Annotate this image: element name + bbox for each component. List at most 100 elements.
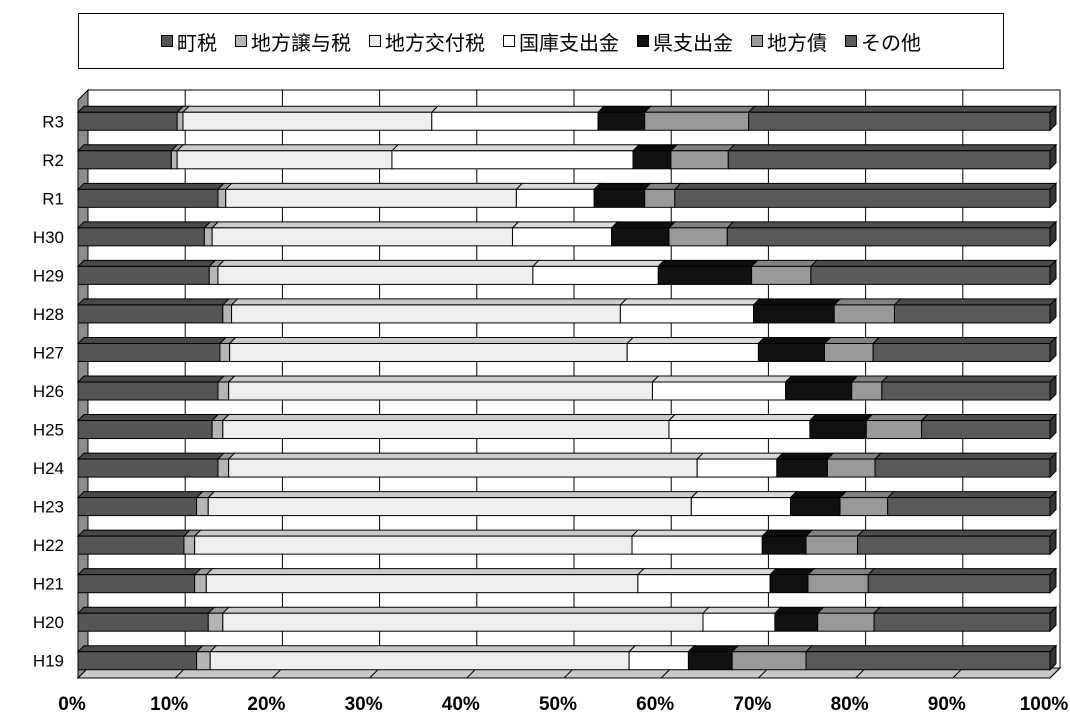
bar-front xyxy=(77,265,210,285)
bar-front xyxy=(217,265,534,285)
bar-front xyxy=(611,227,670,247)
legend-label: 町税 xyxy=(177,30,217,55)
bar-front xyxy=(805,535,859,555)
bar-segment xyxy=(757,336,832,362)
bar-top xyxy=(76,105,185,113)
bar-segment xyxy=(643,182,683,208)
bar-segment xyxy=(227,375,660,401)
bar-front xyxy=(77,150,172,170)
bar-top xyxy=(76,414,220,422)
legend-swatch xyxy=(845,35,857,47)
bar-front xyxy=(833,304,895,324)
bar-segment xyxy=(175,144,400,170)
bar-top xyxy=(592,182,652,190)
legend-label: 県支出金 xyxy=(653,30,733,55)
bar-top xyxy=(657,259,759,267)
bar-segment xyxy=(76,182,226,208)
bar-front xyxy=(77,420,213,440)
bar-row xyxy=(76,374,1058,402)
bar-segment xyxy=(727,143,1058,171)
bar-segment xyxy=(673,182,1058,209)
bar-segment xyxy=(76,491,204,517)
bar-top xyxy=(430,105,606,113)
bar-segment xyxy=(690,491,798,517)
bar-front xyxy=(674,188,1051,208)
bar-front xyxy=(203,227,213,247)
bar-end xyxy=(1049,490,1057,517)
x-tick-label: 40% xyxy=(442,694,480,715)
bar-segment xyxy=(76,221,212,247)
category-label: H24 xyxy=(33,459,64,478)
category-label: R3 xyxy=(42,112,64,131)
bar-front xyxy=(77,535,185,555)
bar-top xyxy=(880,375,1058,383)
bar-front xyxy=(77,651,198,671)
bar-segment xyxy=(221,606,711,632)
bar-top xyxy=(865,414,929,422)
bar-top xyxy=(230,298,628,306)
bar-segment xyxy=(886,490,1058,517)
legend-swatch xyxy=(369,35,381,47)
bar-segment xyxy=(643,105,756,131)
bar-row xyxy=(76,105,1058,132)
bar-front xyxy=(632,150,672,170)
category-label: H20 xyxy=(33,613,64,632)
bar-top xyxy=(76,606,216,614)
bar-segment xyxy=(216,182,233,208)
bar-top xyxy=(816,606,882,614)
legend-label: 国庫支出金 xyxy=(519,30,619,55)
bar-segment xyxy=(430,105,606,131)
x-tick-label: 30% xyxy=(345,694,383,715)
bar-segment xyxy=(636,568,778,594)
bar-segment xyxy=(865,414,929,440)
category-label: R2 xyxy=(42,151,64,170)
bar-front xyxy=(887,497,1051,517)
bar-front xyxy=(196,651,211,671)
bar-front xyxy=(77,304,224,324)
bar-front xyxy=(183,535,196,555)
bar-top xyxy=(893,298,1058,306)
bar-front xyxy=(391,150,634,170)
x-tick-label: 80% xyxy=(831,694,869,715)
bar-front xyxy=(176,111,184,131)
bar-top xyxy=(76,452,226,460)
bar-top xyxy=(636,568,778,576)
bar-front xyxy=(874,458,1051,478)
bar-front xyxy=(776,458,828,478)
bar-top xyxy=(76,144,179,152)
bar-top xyxy=(667,414,818,422)
bar-segment xyxy=(687,645,740,671)
category-label: H19 xyxy=(33,652,64,671)
bar-front xyxy=(209,651,630,671)
bar-end xyxy=(1049,413,1057,440)
bar-top xyxy=(76,375,226,383)
bar-segment xyxy=(871,336,1058,363)
legend-item: 地方債 xyxy=(751,27,827,56)
bar-top xyxy=(806,568,876,576)
bar-front xyxy=(222,612,704,632)
bar-top xyxy=(867,568,1058,576)
bar-segment xyxy=(76,259,217,285)
bar-top xyxy=(610,221,677,229)
bar-top xyxy=(804,529,865,537)
bar-segment xyxy=(596,105,652,131)
bar-top xyxy=(690,491,798,499)
bar-top xyxy=(76,221,212,229)
bar-segment xyxy=(833,298,902,324)
legend-swatch xyxy=(637,35,649,47)
bar-top xyxy=(687,645,740,653)
bar-end xyxy=(1049,528,1057,556)
category-label: H25 xyxy=(33,421,64,440)
bar-top xyxy=(511,221,619,229)
bar-front xyxy=(921,420,1051,440)
bar-row xyxy=(76,220,1058,248)
bar-segment xyxy=(920,413,1058,440)
bar-segment xyxy=(76,375,226,401)
bar-front xyxy=(807,574,869,594)
bar-front xyxy=(809,420,867,440)
bar-segment xyxy=(76,568,202,594)
bar-segment xyxy=(701,606,783,632)
bar-front xyxy=(219,342,231,362)
bar-front xyxy=(726,227,1051,247)
bar-segment xyxy=(630,529,770,555)
